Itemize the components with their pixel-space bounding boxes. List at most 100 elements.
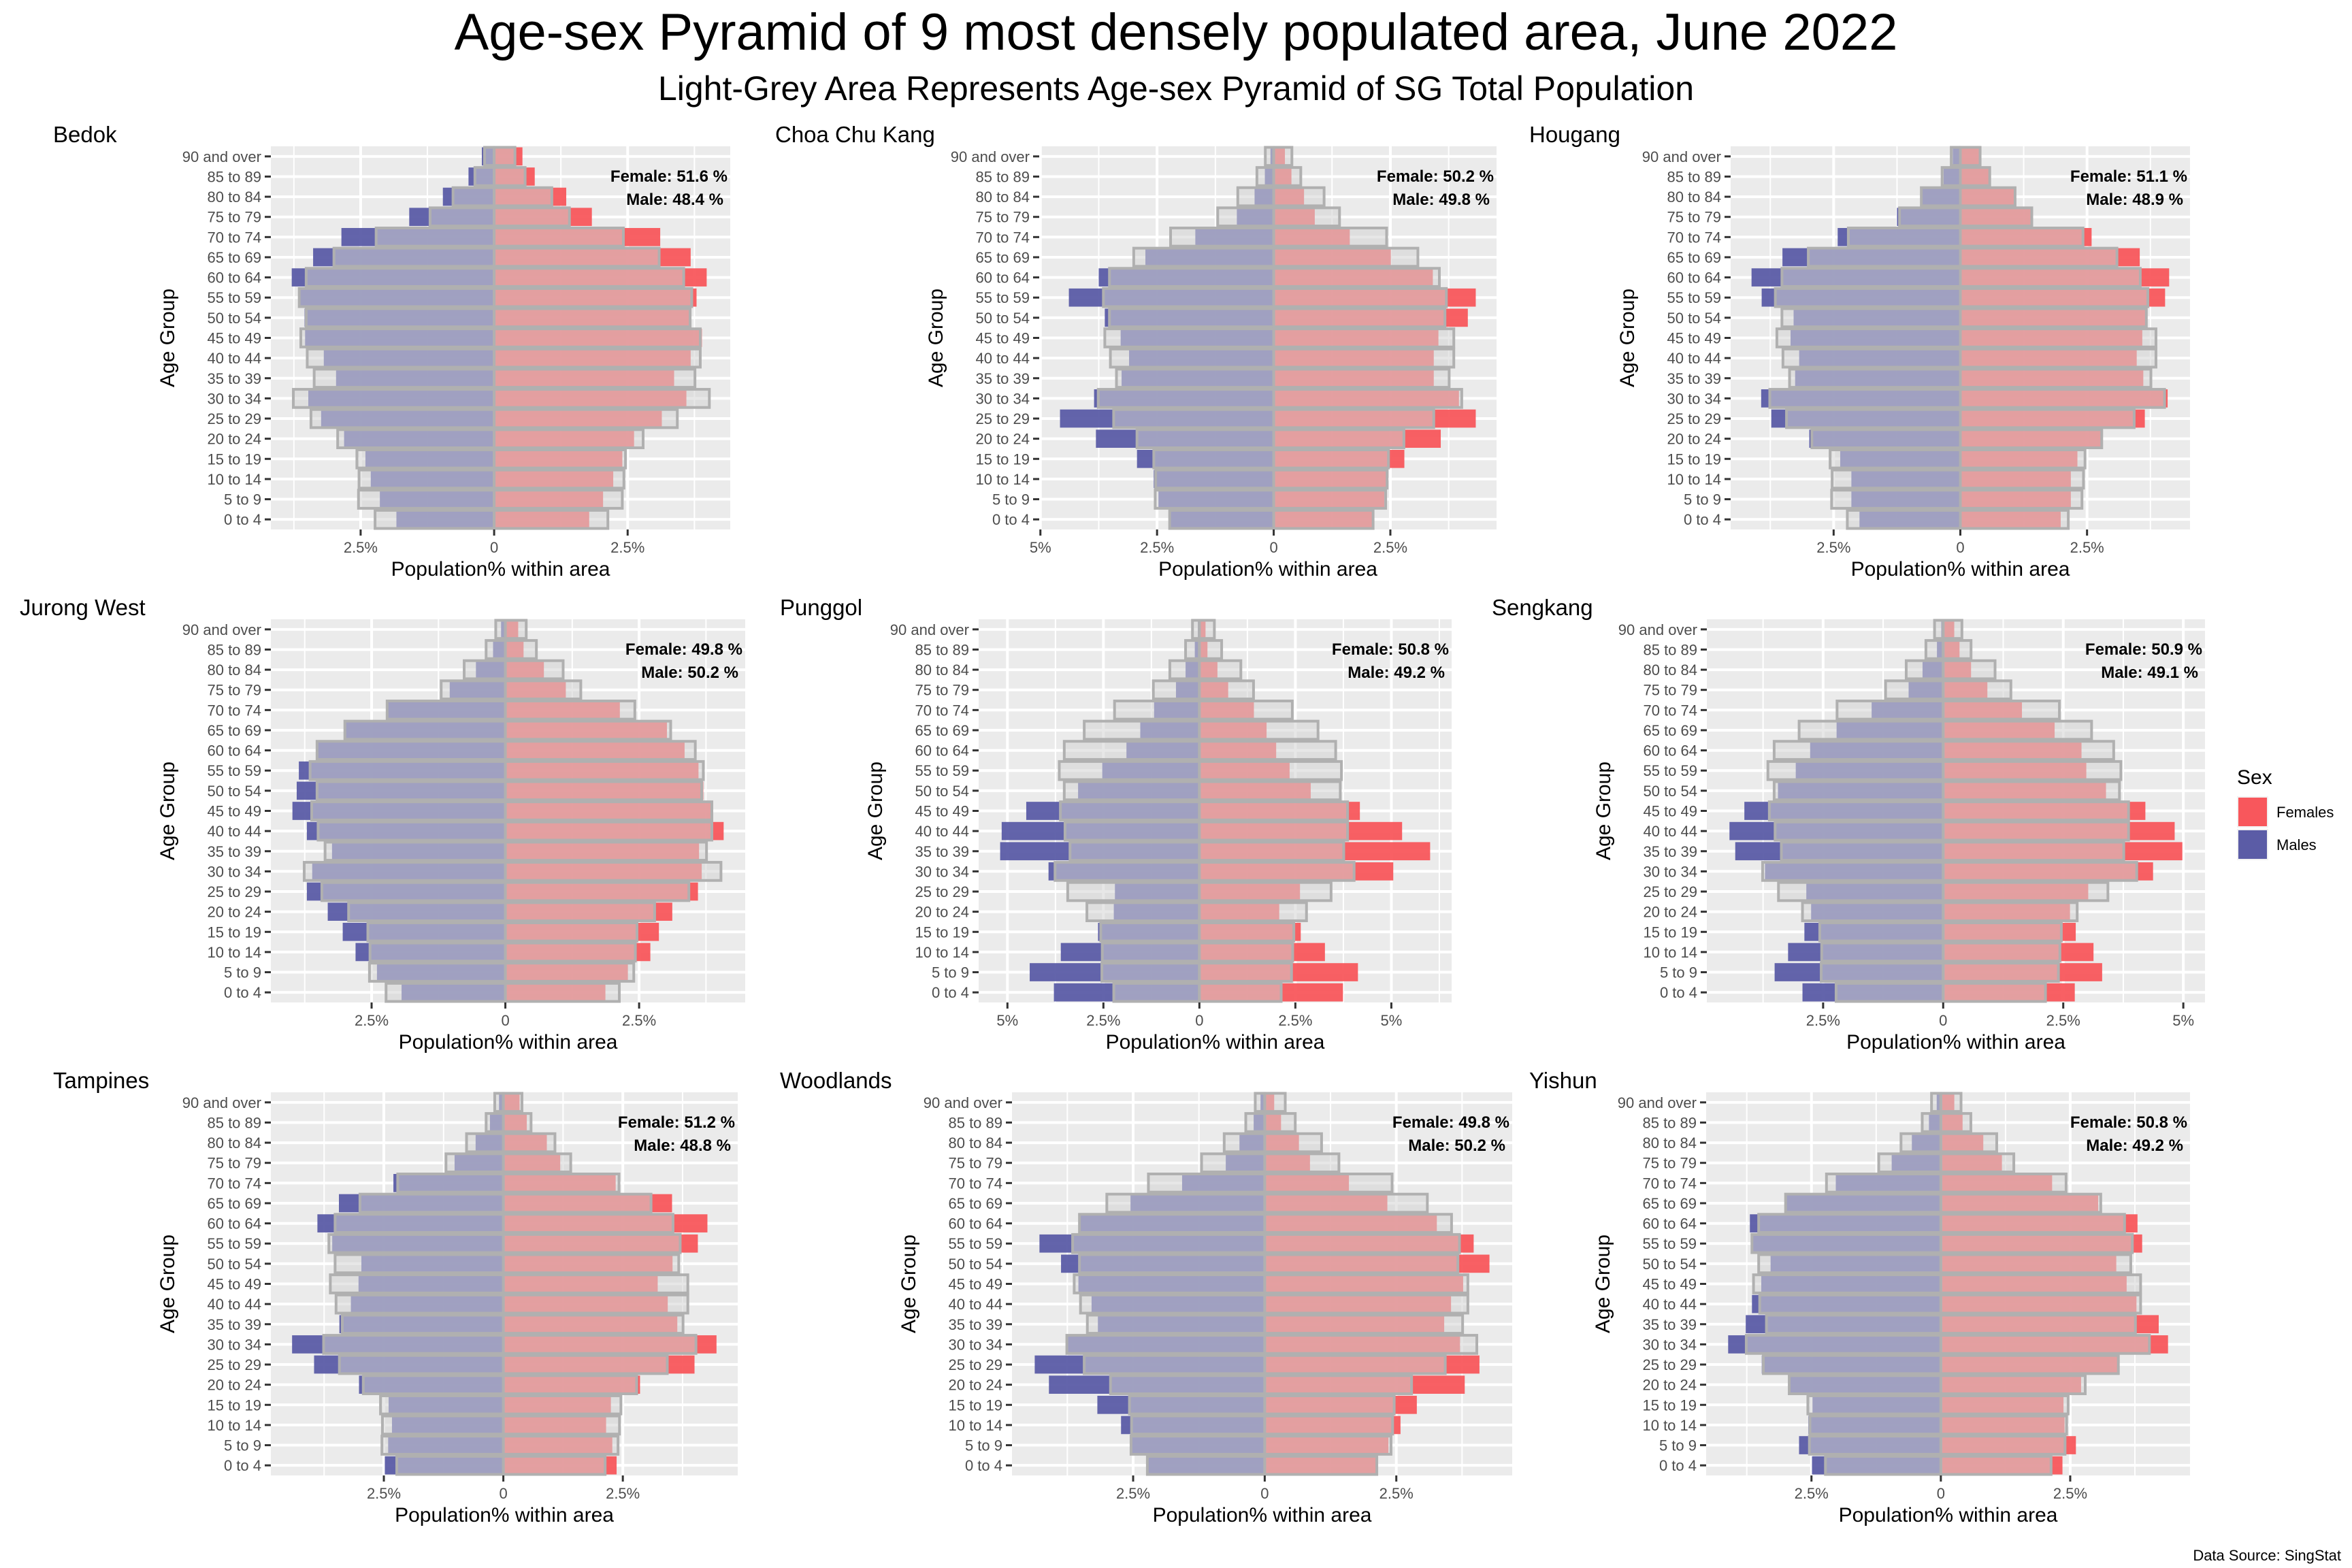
reference-bar-female-0 — [493, 146, 517, 167]
reference-bar-male-11 — [1765, 1313, 1942, 1335]
reference-bar-female-5 — [1263, 1192, 1429, 1214]
reference-bar-female-2 — [493, 186, 553, 208]
reference-bar-male-12 — [1096, 388, 1275, 409]
y-tick-label: 25 to 29 — [207, 883, 261, 900]
y-tick-label: 85 to 89 — [207, 168, 261, 185]
panel-woodlands: 90 and over 85 to 89 80 to 84 75 to 79 70 to… — [780, 1068, 1512, 1526]
reference-bar-male-7 — [1774, 287, 1962, 308]
y-tick-label: 55 to 59 — [1643, 762, 1697, 779]
reference-bar-female-12 — [493, 388, 711, 409]
reference-bar-female-0 — [1942, 619, 1963, 640]
y-tick-label: 5 to 9 — [1660, 964, 1697, 981]
reference-bar-male-5 — [1132, 246, 1275, 268]
y-tick-label: 15 to 19 — [1643, 924, 1697, 941]
reference-bar-male-11 — [1788, 368, 1962, 389]
x-tick-label: 2.5% — [606, 1485, 640, 1502]
reference-bar-male-18 — [1112, 981, 1201, 1003]
y-axis-title: Age Group — [157, 289, 179, 387]
reference-bar-male-7 — [297, 287, 496, 308]
reference-bar-male-14 — [1135, 428, 1275, 449]
panel-bedok: 90 and over 85 to 89 80 to 84 75 to 79 70 to… — [53, 122, 730, 581]
y-tick-label: 80 to 84 — [948, 1134, 1002, 1152]
reference-bar-female-8 — [504, 780, 704, 802]
y-tick-label: 50 to 54 — [207, 310, 261, 327]
y-tick-label: 70 to 74 — [1642, 1175, 1697, 1192]
reference-bar-female-14 — [1942, 901, 2079, 922]
reference-bar-female-8 — [1263, 1253, 1460, 1275]
panel-title: Jurong West — [20, 595, 146, 620]
panel-title: Punggol — [780, 595, 862, 620]
reference-bar-male-12 — [1768, 388, 1962, 409]
reference-bar-female-6 — [1272, 267, 1441, 288]
legend-title: Sex — [2237, 766, 2272, 789]
reference-bar-female-1 — [1942, 639, 1973, 660]
reference-bar-male-5 — [1083, 719, 1201, 741]
reference-bar-female-16 — [1263, 1414, 1394, 1436]
x-tick-label: 2.5% — [622, 1012, 656, 1029]
x-tick-label: 2.5% — [1278, 1012, 1312, 1029]
y-tick-label: 75 to 79 — [1642, 1155, 1697, 1172]
reference-bar-female-7 — [1939, 1232, 2134, 1254]
x-axis-title: Population% within area — [1839, 1504, 2058, 1526]
reference-bar-male-13 — [1777, 881, 1945, 902]
x-tick-label: 2.5% — [1140, 539, 1174, 556]
reference-bar-female-13 — [1942, 881, 2110, 902]
y-tick-label: 45 to 49 — [207, 1276, 261, 1293]
reference-bar-male-14 — [347, 901, 507, 922]
y-tick-label: 40 to 44 — [975, 350, 1030, 367]
y-tick-label: 40 to 44 — [1643, 823, 1697, 840]
reference-bar-male-12 — [1054, 861, 1201, 882]
panel-title: Woodlands — [780, 1068, 892, 1093]
reference-bar-female-17 — [502, 1435, 620, 1456]
y-tick-label: 10 to 14 — [207, 471, 261, 488]
x-axis-title: Population% within area — [399, 1031, 618, 1054]
x-tick-label: 2.5% — [344, 539, 378, 556]
reference-bar-female-18 — [1959, 508, 2070, 530]
reference-bar-female-16 — [502, 1414, 621, 1436]
reference-bar-female-11 — [1272, 368, 1451, 389]
reference-bar-female-3 — [502, 1152, 572, 1174]
reference-bar-female-1 — [1939, 1112, 1972, 1133]
reference-bar-male-13 — [1762, 1354, 1942, 1375]
reference-bar-male-13 — [309, 408, 496, 429]
reference-bar-female-18 — [504, 981, 621, 1003]
y-tick-label: 35 to 39 — [207, 370, 261, 387]
reference-bar-male-16 — [1130, 1414, 1267, 1436]
reference-bar-male-9 — [1752, 1273, 1942, 1294]
reference-bar-male-3 — [1200, 1152, 1267, 1174]
reference-bar-female-10 — [1939, 1293, 2142, 1315]
reference-bar-male-1 — [1244, 1112, 1267, 1133]
reference-bar-male-11 — [1115, 368, 1275, 389]
y-tick-label: 65 to 69 — [1642, 1195, 1697, 1212]
y-tick-label: 5 to 9 — [224, 964, 261, 981]
reference-bar-female-14 — [1939, 1374, 2087, 1395]
reference-bar-male-10 — [1781, 347, 1962, 369]
reference-bar-female-5 — [1198, 719, 1320, 741]
reference-bar-male-6 — [1780, 267, 1962, 288]
reference-bar-female-9 — [502, 1273, 689, 1294]
y-tick-label: 40 to 44 — [207, 823, 261, 840]
reference-bar-male-17 — [1808, 1435, 1942, 1456]
y-tick-label: 5 to 9 — [224, 1437, 261, 1454]
x-tick-label: 2.5% — [1795, 1485, 1829, 1502]
x-tick-label: 0 — [1956, 539, 1964, 556]
y-tick-label: 55 to 59 — [207, 762, 261, 779]
x-tick-label: 5% — [1030, 539, 1051, 556]
reference-bar-male-8 — [333, 1253, 505, 1275]
y-tick-label: 30 to 34 — [975, 390, 1030, 407]
y-tick-label: 40 to 44 — [207, 350, 261, 367]
legend: Sex Females Males — [2237, 766, 2334, 860]
reference-bar-male-18 — [385, 981, 507, 1003]
x-tick-label: 5% — [996, 1012, 1018, 1029]
male-share-label: Male: 50.2 % — [641, 664, 738, 682]
reference-bar-male-1 — [1940, 166, 1962, 187]
y-tick-label: 5 to 9 — [932, 964, 969, 981]
reference-bar-male-14 — [1801, 901, 1945, 922]
female-share-label: Female: 50.8 % — [1332, 640, 1449, 659]
facet-panels: 90 and over 85 to 89 80 to 84 75 to 79 70 to… — [20, 122, 2205, 1526]
reference-bar-female-8 — [1272, 307, 1447, 329]
reference-bar-female-5 — [1939, 1192, 2102, 1214]
reference-bar-female-17 — [493, 489, 624, 510]
reference-bar-male-7 — [1750, 1232, 1942, 1254]
y-tick-label: 35 to 39 — [1642, 1316, 1697, 1333]
